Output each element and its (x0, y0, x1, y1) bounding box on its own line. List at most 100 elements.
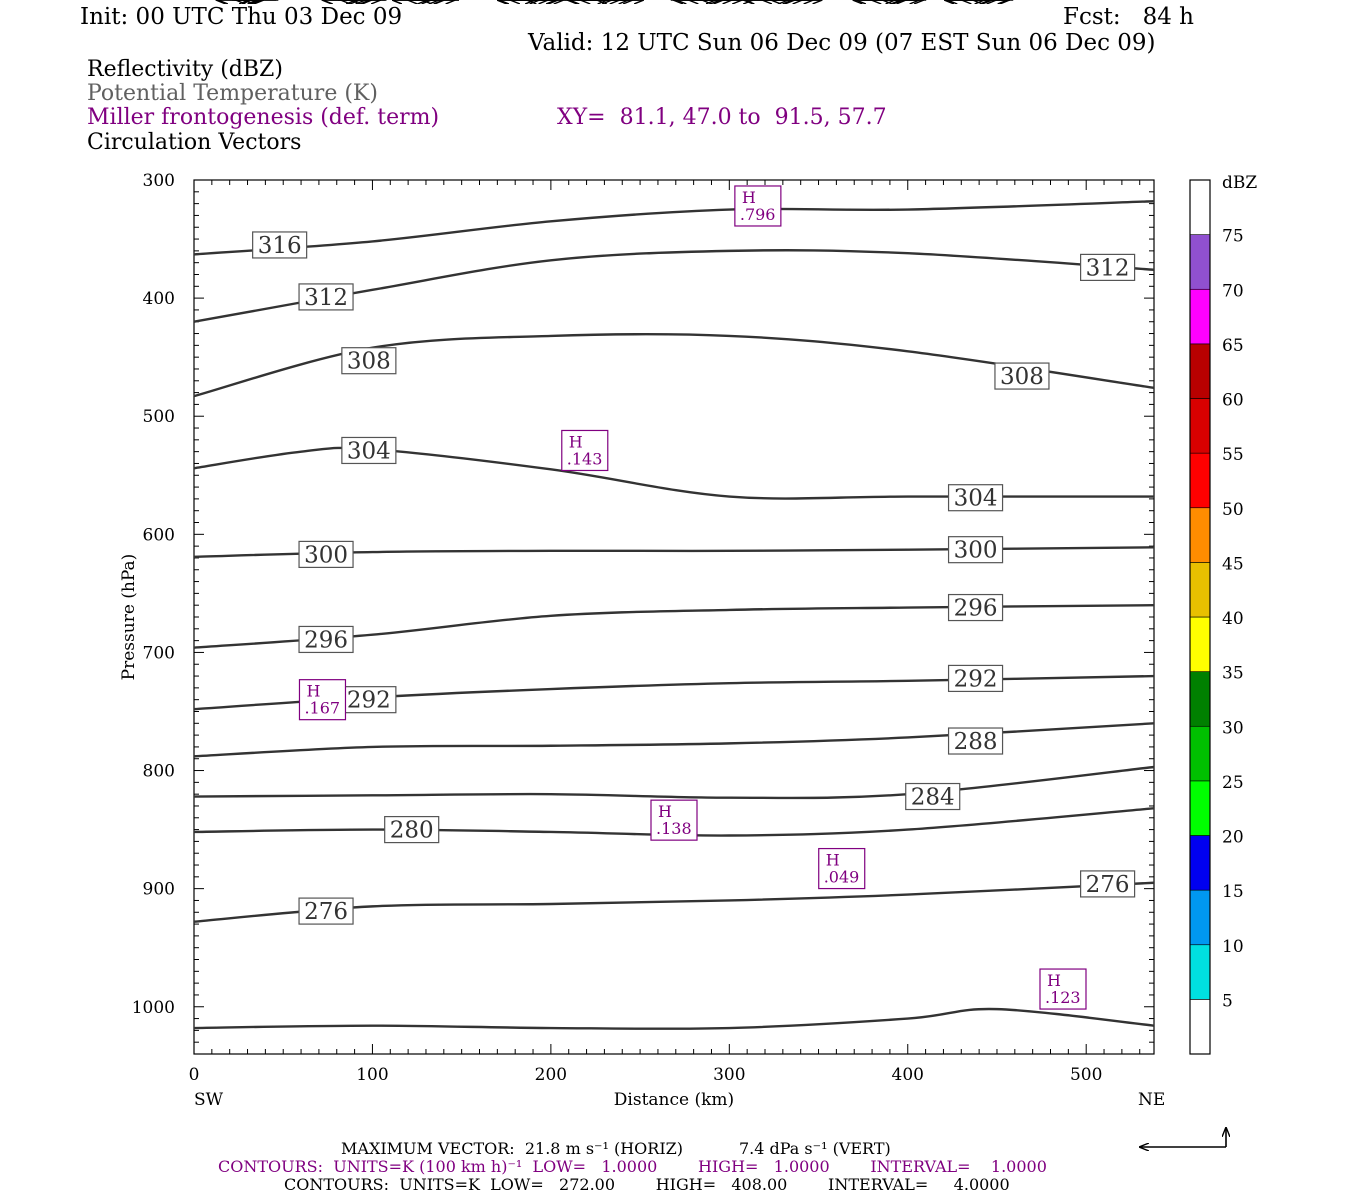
x-axis-label: Distance (km) (614, 1090, 734, 1110)
svg-text:312: 312 (1086, 255, 1130, 281)
colorbar-unit: dBZ (1222, 173, 1257, 193)
svg-text:.049: .049 (824, 868, 860, 887)
svg-text:292: 292 (347, 688, 391, 714)
svg-text:284: 284 (911, 785, 955, 811)
right-endpoint-label: NE (1138, 1090, 1165, 1110)
field-potential-temperature: Potential Temperature (K) (87, 81, 378, 106)
frontogenesis-contour-note: CONTOURS: UNITS=K (100 km h)⁻¹ LOW= 1.00… (218, 1157, 1047, 1176)
colorbar-segment (1189, 835, 1211, 891)
svg-text:308: 308 (347, 349, 391, 375)
valid-time: Valid: 12 UTC Sun 06 Dec 09 (07 EST Sun … (528, 30, 1156, 56)
left-endpoint-label: SW (194, 1090, 224, 1110)
svg-text:H: H (826, 851, 840, 870)
contour-label-296: 296 (947, 593, 1004, 622)
contour-label-280: 280 (384, 815, 440, 844)
colorbar-label: 70 (1222, 281, 1244, 301)
y-tick-label: 400 (143, 289, 175, 309)
x-tick-label: 0 (189, 1065, 200, 1085)
colorbar-label: 60 (1222, 391, 1244, 411)
colorbar-label: 40 (1222, 609, 1244, 629)
colorbar-segment (1189, 616, 1211, 672)
colorbar-label: 10 (1222, 937, 1244, 957)
contour-label-276: 276 (298, 897, 354, 925)
frontogenesis-maximum: H.167 (298, 679, 347, 721)
contour-label-288: 288 (947, 727, 1004, 755)
svg-text:304: 304 (954, 486, 998, 512)
colorbar-label: 20 (1222, 828, 1244, 848)
field-frontogenesis: Miller frontogenesis (def. term) (87, 105, 440, 130)
svg-text:288: 288 (954, 729, 998, 755)
svg-text:276: 276 (1086, 872, 1130, 898)
svg-text:292: 292 (954, 666, 998, 692)
svg-text:H: H (658, 802, 672, 821)
svg-text:.138: .138 (656, 819, 692, 838)
y-tick-label: 700 (143, 643, 175, 663)
contour-label-304: 304 (947, 484, 1004, 512)
colorbar-label: 75 (1222, 227, 1244, 247)
svg-text:.796: .796 (740, 205, 776, 224)
colorbar-segment (1189, 780, 1211, 836)
theta-contour-304 (193, 446, 1154, 500)
x-tick-label: 500 (1070, 1065, 1102, 1085)
svg-text:H: H (742, 188, 756, 207)
frontogenesis-maximum: H.796 (734, 185, 782, 227)
contour-label-276: 276 (1080, 870, 1136, 898)
field-circulation-vectors: Circulation Vectors (87, 130, 302, 155)
contour-label-292: 292 (341, 686, 397, 714)
colorbar-segment (1189, 343, 1211, 399)
svg-text:296: 296 (304, 627, 348, 653)
contour-label-284: 284 (905, 782, 961, 811)
svg-text:H: H (569, 432, 583, 451)
contour-label-308: 308 (994, 362, 1050, 390)
field-reflectivity: Reflectivity (dBZ) (87, 57, 283, 82)
colorbar-segment (1189, 999, 1211, 1055)
svg-text:.123: .123 (1045, 988, 1081, 1007)
svg-text:300: 300 (304, 542, 348, 568)
y-tick-label: 900 (143, 880, 175, 900)
contour-label-300: 300 (947, 536, 1004, 564)
x-tick-label: 300 (713, 1065, 745, 1085)
colorbar-label: 65 (1222, 336, 1244, 356)
colorbar-label: 30 (1222, 718, 1244, 738)
forecast-hour: Fcst: 84 h (1063, 4, 1194, 30)
colorbar-label: 50 (1222, 500, 1244, 520)
svg-text:.167: .167 (304, 699, 340, 718)
y-tick-label: 800 (143, 762, 175, 782)
colorbar-label: 5 (1222, 991, 1233, 1011)
frontogenesis-maximum: H.049 (818, 847, 866, 890)
contour-label-296: 296 (298, 625, 354, 653)
y-tick-label: 600 (143, 525, 175, 545)
colorbar-segment (1189, 671, 1211, 727)
colorbar-segment (1189, 452, 1211, 509)
svg-text:316: 316 (258, 233, 302, 259)
y-axis-label: Pressure (hPa) (119, 554, 139, 681)
svg-text:296: 296 (954, 596, 998, 622)
svg-text:308: 308 (1000, 364, 1044, 390)
init-time: Init: 00 UTC Thu 03 Dec 09 (80, 4, 403, 30)
y-tick-label: 300 (143, 171, 175, 191)
x-tick-label: 200 (535, 1065, 567, 1085)
x-tick-label: 400 (892, 1065, 924, 1085)
theta-contour-276 (193, 881, 1155, 923)
svg-text:300: 300 (954, 538, 998, 564)
colorbar-segment (1189, 234, 1211, 290)
colorbar-segment (1189, 889, 1211, 946)
colorbar-segment (1189, 725, 1211, 782)
contour-label-304: 304 (341, 436, 397, 464)
max-vector-note: MAXIMUM VECTOR: 21.8 m s⁻¹ (HORIZ) 7.4 d… (341, 1139, 891, 1158)
y-tick-label: 1000 (132, 998, 175, 1018)
x-tick-label: 100 (356, 1065, 388, 1085)
cross-section-endpoints: XY= 81.1, 47.0 to 91.5, 57.7 (557, 105, 887, 130)
colorbar-label: 55 (1222, 445, 1244, 465)
colorbar-segment (1189, 288, 1211, 345)
svg-text:H: H (306, 682, 320, 701)
frontogenesis-maximum: H.138 (650, 799, 698, 841)
contour-label-312: 312 (298, 283, 354, 311)
contour-label-316: 316 (252, 231, 308, 259)
contour-label-312: 312 (1080, 253, 1136, 281)
colorbar-label: 45 (1222, 554, 1244, 574)
svg-text:H: H (1047, 971, 1061, 990)
colorbar-segment (1189, 507, 1211, 563)
svg-text:.143: .143 (567, 449, 603, 468)
